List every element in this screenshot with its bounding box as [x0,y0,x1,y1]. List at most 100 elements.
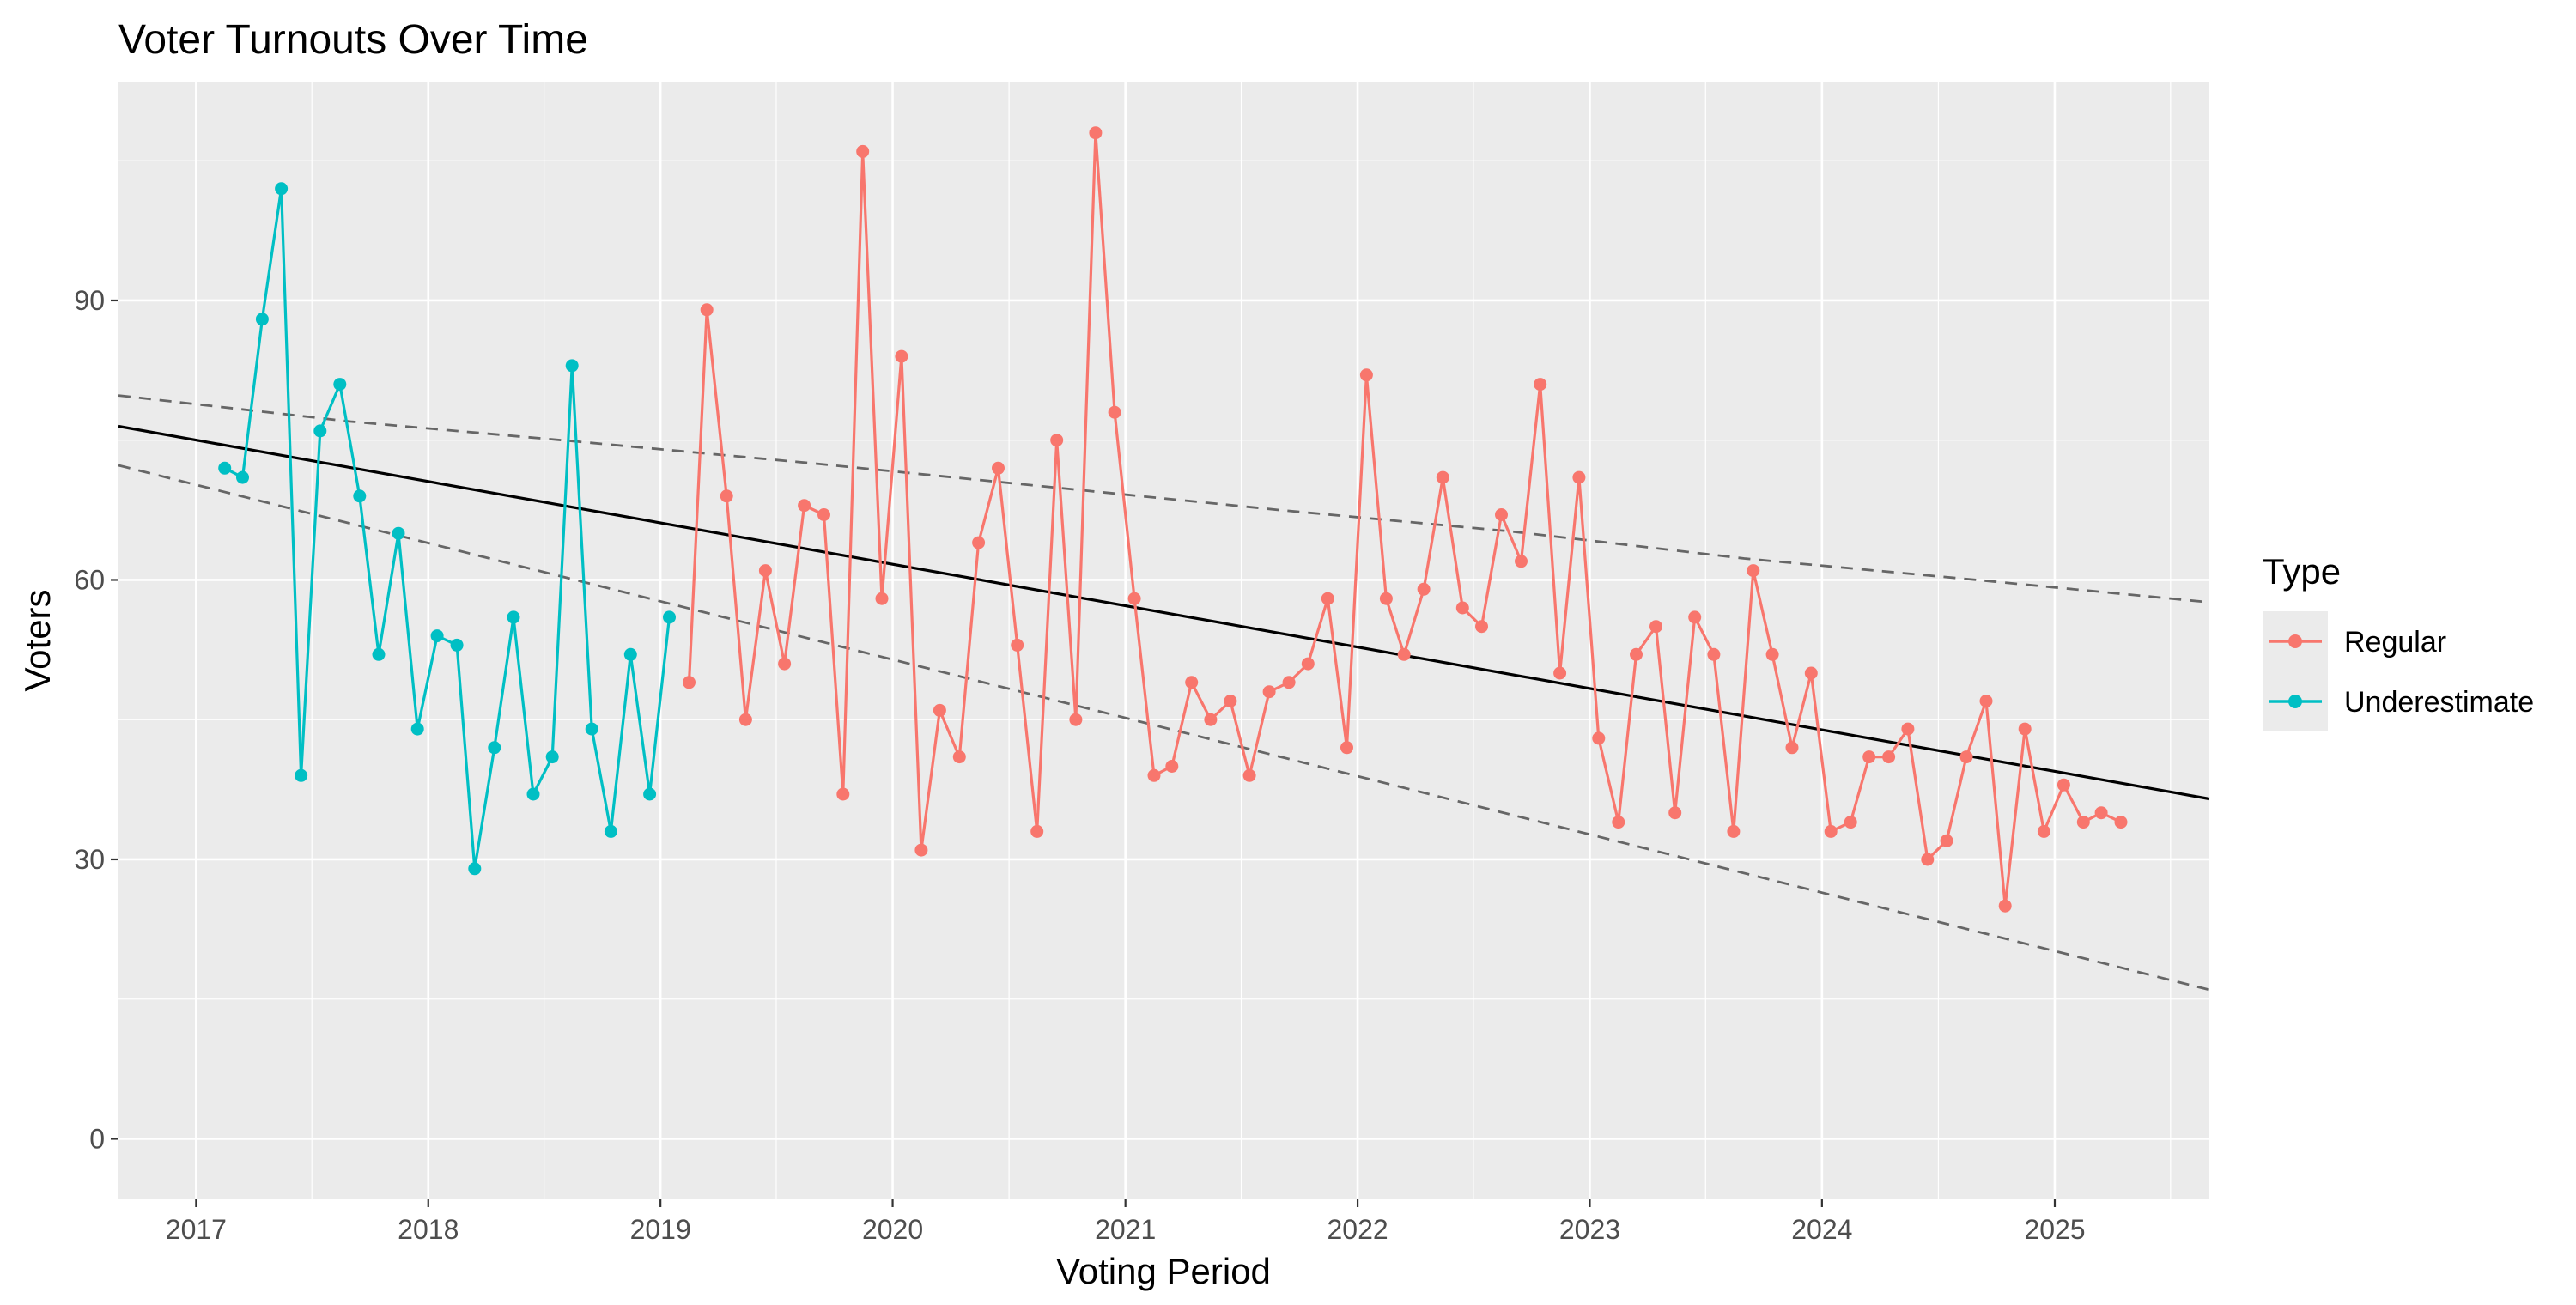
data-point-regular [1127,592,1141,605]
data-point-underestimate [218,461,232,475]
data-point-regular [1379,592,1393,605]
data-point-regular [836,787,850,801]
data-point-regular [1224,695,1237,707]
data-point-underestimate [507,610,520,624]
data-point-regular [1417,582,1431,596]
data-point-underestimate [333,378,347,392]
data-point-regular [1069,713,1083,726]
legend-title: Type [2263,551,2341,592]
data-point-regular [683,676,696,689]
data-point-regular [1050,434,1064,447]
data-point-underestimate [468,862,482,876]
x-tick-label: 2024 [1791,1214,1852,1245]
data-point-underestimate [353,489,367,503]
data-point-regular [798,499,811,513]
data-point-regular [1475,620,1488,634]
data-point-regular [1030,824,1044,838]
y-tick-label: 90 [74,285,105,316]
data-point-regular [817,508,830,521]
data-point-regular [1998,899,2012,913]
data-point-regular [1359,368,1373,382]
y-tick-label: 60 [74,564,105,595]
x-tick-label: 2017 [166,1214,227,1245]
data-point-regular [1959,750,1973,764]
data-point-regular [1668,806,1682,820]
data-point-regular [1882,750,1896,764]
data-point-regular [1089,126,1103,140]
data-point-regular [1940,834,1953,847]
y-axis-title: Voters [17,589,58,691]
x-tick-label: 2025 [2024,1214,2085,1245]
data-point-regular [2094,806,2108,820]
x-tick-label: 2018 [398,1214,459,1245]
y-tick-label: 30 [74,844,105,875]
data-point-underestimate [585,722,598,736]
data-point-regular [1804,666,1818,680]
data-point-underestimate [372,647,386,661]
data-point-regular [972,536,986,549]
chart-title: Voter Turnouts Over Time [118,17,588,63]
x-tick-label: 2020 [862,1214,923,1245]
data-point-underestimate [565,359,579,373]
data-point-regular [952,750,966,764]
data-point-regular [2018,722,2032,736]
data-point-regular [1572,470,1586,484]
data-point-underestimate [295,768,308,782]
data-point-underestimate [236,470,249,484]
data-point-regular [875,592,889,605]
data-point-regular [1204,713,1218,726]
data-point-underestimate [526,787,540,801]
data-point-regular [1727,824,1741,838]
data-point-regular [1011,638,1024,652]
data-point-regular [933,703,946,717]
data-point-regular [1979,695,1993,707]
data-point-regular [1844,816,1857,829]
data-point-regular [1785,741,1799,755]
legend-key-regular-point [2288,634,2302,648]
data-point-underestimate [410,722,424,736]
data-point-regular [1824,824,1838,838]
data-point-regular [1649,620,1662,634]
x-axis-title: Voting Period [1056,1251,1271,1291]
data-point-regular [2037,824,2050,838]
data-point-regular [2076,816,2090,829]
data-point-underestimate [488,741,501,755]
data-point-regular [1147,768,1161,782]
data-point-regular [1612,816,1625,829]
data-point-regular [1340,741,1353,755]
data-point-regular [778,657,792,671]
data-point-regular [1688,610,1702,624]
x-tick-label: 2023 [1559,1214,1620,1245]
data-point-regular [700,303,714,317]
data-point-regular [1901,722,1915,736]
data-point-regular [1921,853,1935,866]
data-point-underestimate [392,526,405,540]
data-point-underestimate [450,638,464,652]
data-point-regular [738,713,752,726]
data-point-regular [1630,647,1643,661]
series-layer [218,126,2128,913]
data-point-underestimate [643,787,657,801]
data-point-regular [1301,657,1315,671]
data-point-regular [1282,676,1296,689]
data-point-regular [895,349,908,363]
data-point-regular [856,144,870,158]
data-point-regular [1765,647,1779,661]
legend-key-underestimate-point [2288,695,2302,708]
data-point-regular [758,564,772,578]
data-point-regular [1495,508,1508,521]
data-point-regular [1592,731,1606,745]
plot-panel [118,82,2209,1199]
data-point-underestimate [623,647,637,661]
data-point-regular [992,461,1005,475]
data-point-underestimate [604,824,617,838]
data-point-regular [1436,470,1449,484]
data-point-regular [1534,378,1547,392]
data-point-regular [1747,564,1760,578]
data-point-regular [2057,778,2070,792]
data-point-underestimate [545,750,559,764]
data-point-underestimate [430,629,444,643]
data-point-regular [1515,555,1528,568]
